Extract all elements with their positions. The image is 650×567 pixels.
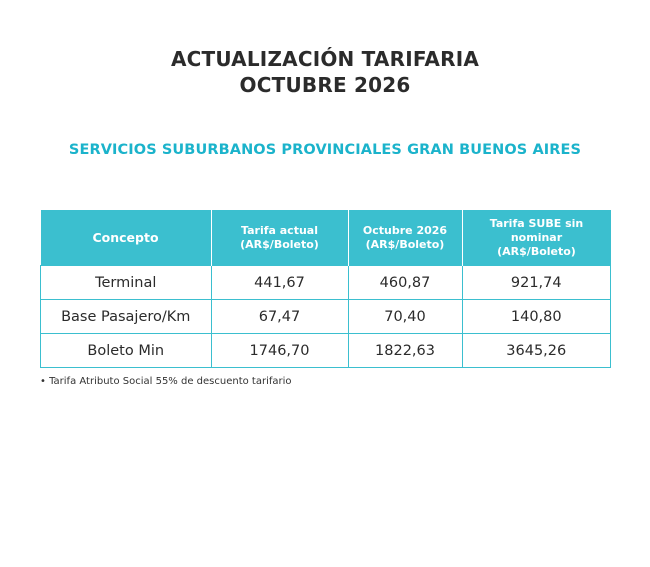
- table-row: Boleto Min 1746,70 1822,63 3645,26: [40, 333, 611, 368]
- cell-tarifa-sube: 3645,26: [461, 333, 611, 368]
- cell-concepto: Boleto Min: [40, 333, 212, 368]
- header-label: Concepto: [92, 229, 159, 245]
- header-label: Tarifa actual: [241, 223, 318, 237]
- cell-tarifa-actual: 67,47: [210, 299, 349, 334]
- header-label: Octubre 2026: [362, 223, 448, 237]
- cell-tarifa-sube: 921,74: [461, 265, 611, 300]
- table-header-row: Concepto Tarifa actual (AR$/Boleto) Octu…: [40, 210, 611, 266]
- cell-octubre-2026: 460,87: [347, 265, 463, 300]
- header-unit: (AR$/Boleto): [365, 237, 445, 251]
- cell-tarifa-actual: 441,67: [210, 265, 349, 300]
- cell-tarifa-actual: 1746,70: [210, 333, 349, 368]
- table-row: Base Pasajero/Km 67,47 70,40 140,80: [40, 299, 611, 334]
- header-unit: (AR$/Boleto): [497, 244, 576, 258]
- header-unit: (AR$/Boleto): [240, 237, 319, 251]
- header-octubre-2026: Octubre 2026 (AR$/Boleto): [347, 210, 462, 266]
- header-tarifa-sube: Tarifa SUBE sin nominar (AR$/Boleto): [461, 210, 611, 266]
- page-title-line-2: OCTUBRE 2026: [239, 73, 411, 97]
- page-title-line-1: ACTUALIZACIÓN TARIFARIA: [170, 47, 480, 71]
- header-label: Tarifa SUBE sin nominar: [489, 216, 584, 244]
- cell-tarifa-sube: 140,80: [461, 299, 611, 334]
- cell-octubre-2026: 70,40: [347, 299, 463, 334]
- page-subtitle: SERVICIOS SUBURBANOS PROVINCIALES GRAN B…: [68, 142, 582, 158]
- cell-octubre-2026: 1822,63: [347, 333, 463, 368]
- cell-concepto: Base Pasajero/Km: [40, 299, 212, 334]
- header-concepto: Concepto: [40, 210, 211, 266]
- cell-concepto: Terminal: [40, 265, 212, 300]
- footnote: • Tarifa Atributo Social 55% de descuent…: [40, 376, 292, 387]
- fare-table: Concepto Tarifa actual (AR$/Boleto) Octu…: [40, 210, 611, 368]
- table-row: Terminal 441,67 460,87 921,74: [40, 265, 611, 300]
- header-tarifa-actual: Tarifa actual (AR$/Boleto): [210, 210, 348, 266]
